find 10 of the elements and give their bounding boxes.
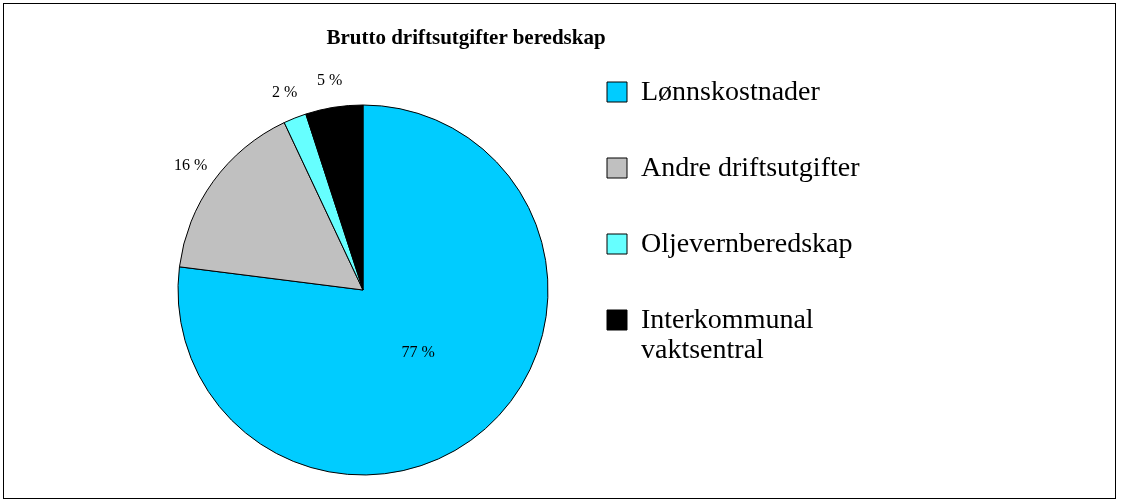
legend-label: Interkommunal vaktsentral <box>641 303 814 364</box>
data-label: 77 % <box>401 343 435 361</box>
legend-label: Andre driftsutgifter <box>641 151 861 182</box>
legend-label: Oljevernberedskap <box>641 227 853 258</box>
data-label: 16 % <box>174 155 208 173</box>
data-label: 5 % <box>317 70 343 88</box>
data-label: 2 % <box>271 82 298 100</box>
legend-label: Lønnskostnader <box>641 75 821 106</box>
chart-title: Brutto driftsutgifter beredskap <box>326 25 606 49</box>
pie-slice <box>177 104 549 476</box>
